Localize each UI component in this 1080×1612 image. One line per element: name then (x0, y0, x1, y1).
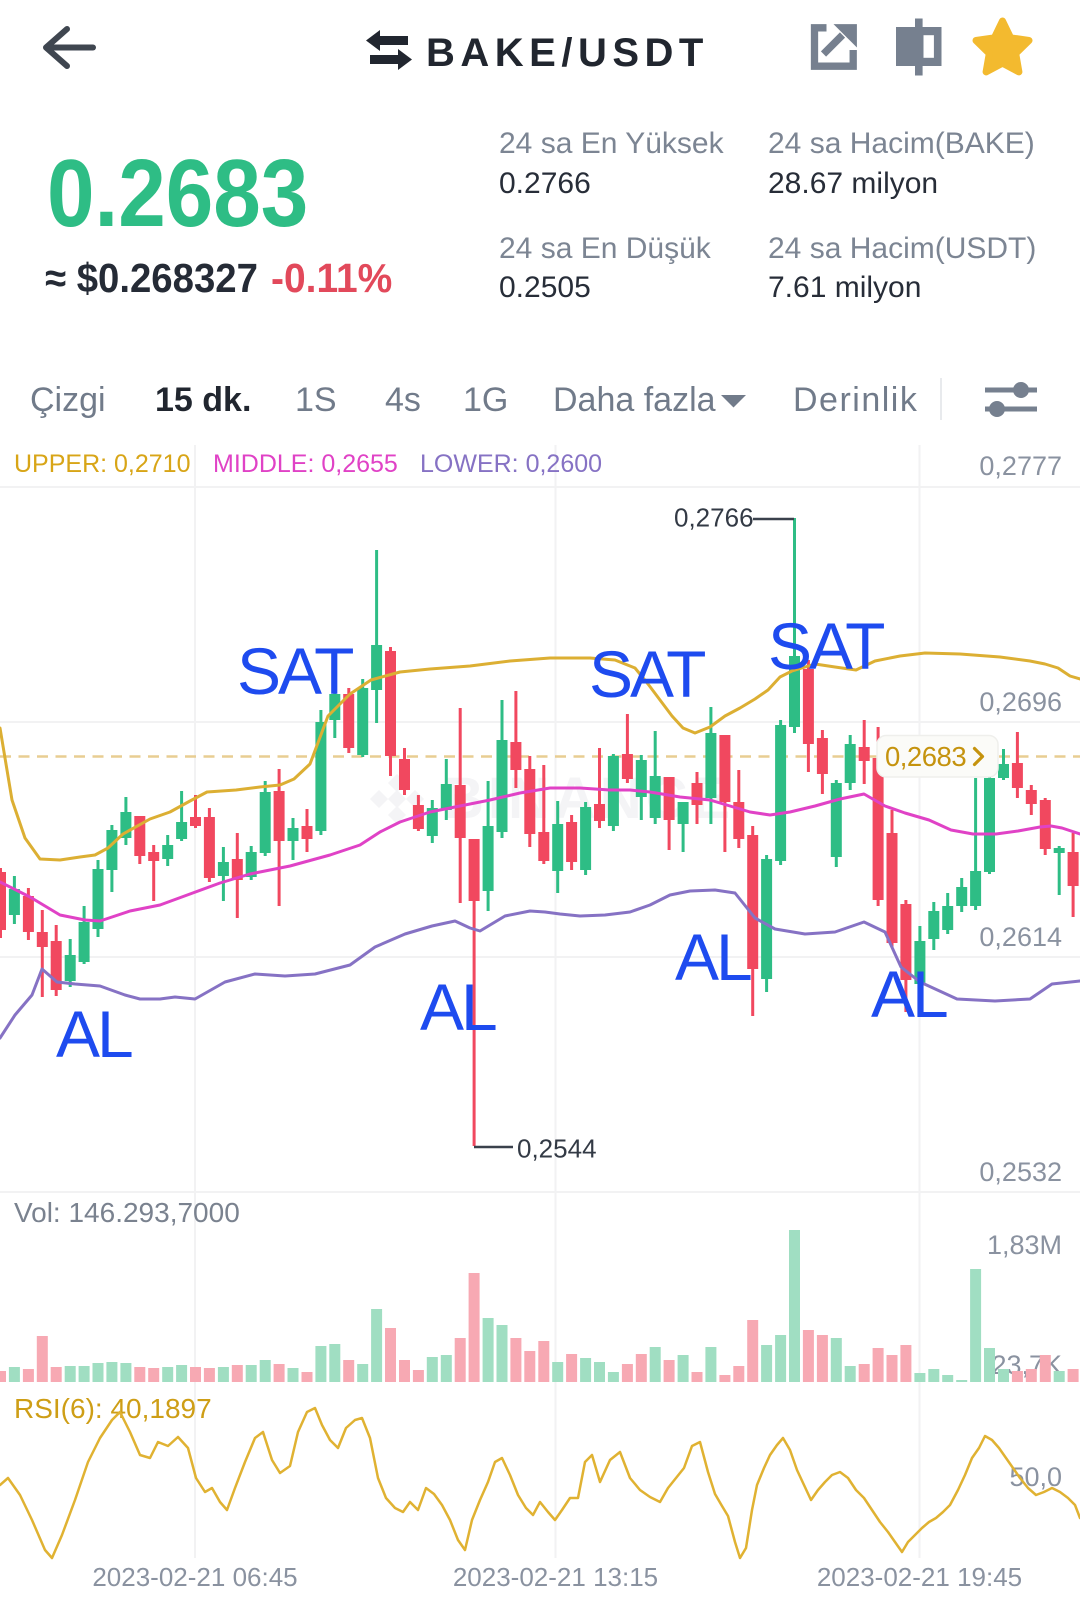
svg-text:0,2683: 0,2683 (885, 741, 966, 772)
svg-text:SAT: SAT (768, 609, 884, 683)
svg-text:SAT: SAT (589, 637, 705, 711)
svg-text:0,2766: 0,2766 (674, 503, 754, 533)
svg-text:2023-02-21 06:45: 2023-02-21 06:45 (92, 1562, 297, 1592)
svg-text:0,2696: 0,2696 (979, 687, 1062, 717)
svg-text:1,83M: 1,83M (987, 1230, 1062, 1260)
svg-text:AL: AL (56, 997, 132, 1071)
svg-text:0,2777: 0,2777 (979, 451, 1062, 481)
svg-text:0,2544: 0,2544 (517, 1134, 597, 1164)
svg-text:0,2614: 0,2614 (979, 922, 1062, 952)
svg-text:AL: AL (871, 957, 947, 1031)
svg-text:LOWER: 0,2600: LOWER: 0,2600 (420, 450, 602, 478)
svg-text:SAT: SAT (237, 634, 353, 708)
svg-text:Vol: 146.293,7000: Vol: 146.293,7000 (14, 1197, 240, 1228)
svg-text:MIDDLE: 0,2655: MIDDLE: 0,2655 (213, 450, 398, 478)
svg-text:UPPER: 0,2710: UPPER: 0,2710 (14, 450, 191, 478)
svg-text:0,2532: 0,2532 (979, 1157, 1062, 1187)
svg-text:AL: AL (420, 970, 496, 1044)
svg-text:2023-02-21 19:45: 2023-02-21 19:45 (817, 1562, 1022, 1592)
svg-text:50,0: 50,0 (1009, 1462, 1062, 1492)
svg-text:2023-02-21 13:15: 2023-02-21 13:15 (453, 1562, 658, 1592)
svg-text:AL: AL (675, 920, 751, 994)
